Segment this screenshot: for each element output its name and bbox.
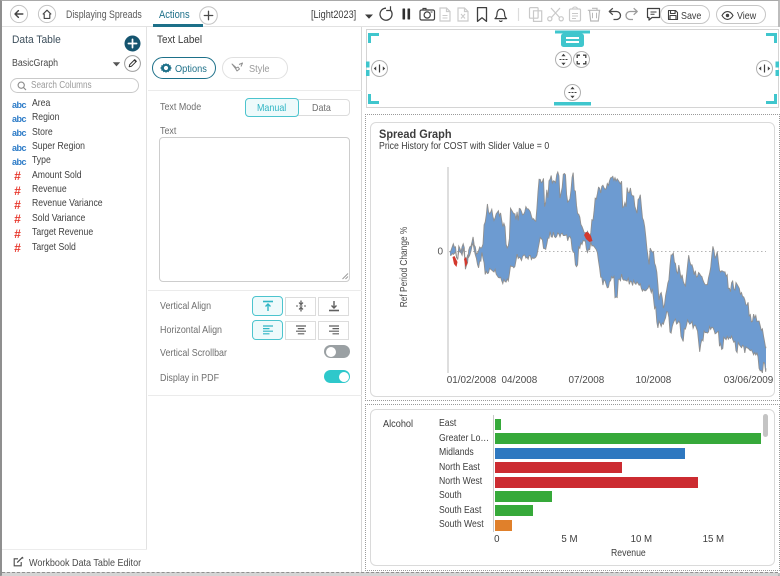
svg-text:0: 0 (437, 247, 443, 258)
